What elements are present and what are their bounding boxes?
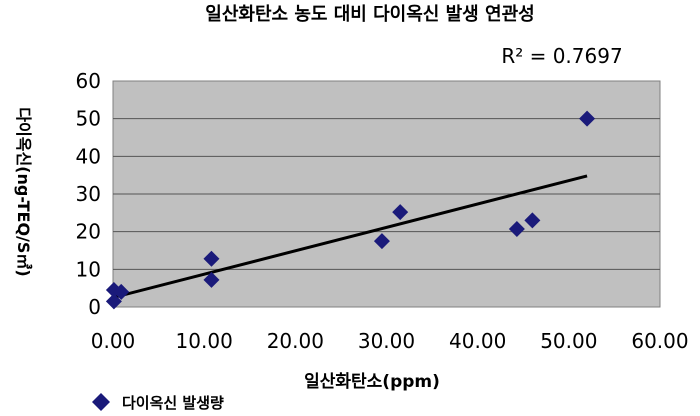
legend: 다이옥신 발생량 [92, 393, 224, 412]
data-point-9 [579, 110, 596, 127]
y-tick-label: 20 [76, 220, 101, 244]
y-tick-label: 60 [76, 69, 101, 93]
data-point-6 [392, 204, 409, 221]
x-tick-label: 20.00 [267, 329, 324, 353]
data-point-8 [524, 212, 541, 229]
y-axis-ticks: 0 10 20 30 40 50 60 [76, 69, 101, 319]
y-tick-label: 50 [76, 107, 101, 131]
x-axis-label: 일산화탄소(ppm) [304, 372, 440, 392]
x-tick-label: 30.00 [358, 329, 415, 353]
data-point-7 [508, 221, 525, 238]
y-tick-label: 30 [76, 182, 101, 206]
trendline [112, 174, 588, 300]
x-tick-label: 60.00 [631, 329, 688, 353]
x-tick-label: 40.00 [449, 329, 506, 353]
data-point-3 [203, 250, 220, 267]
gridlines [113, 118, 660, 270]
x-tick-label: 50.00 [540, 329, 597, 353]
data-point-0 [105, 293, 122, 310]
data-point-2 [113, 283, 130, 300]
y-axis-label: 다이옥신(ng-TEQ/S㎥) [14, 107, 33, 276]
data-point-4 [203, 271, 220, 288]
r-squared-label: R² = 0.7697 [501, 44, 622, 68]
x-tick-label: 10.00 [176, 329, 233, 353]
legend-label: 다이옥신 발생량 [122, 394, 224, 412]
chart-title: 일산화탄소 농도 대비 다이옥신 발생 연관성 [205, 4, 534, 25]
y-tick-label: 40 [76, 144, 101, 168]
x-tick-label: 0.00 [91, 329, 136, 353]
x-axis-ticks: 0.00 10.00 20.00 30.00 40.00 50.00 60.00 [91, 329, 689, 353]
y-tick-label: 0 [88, 295, 101, 319]
data-point-5 [373, 233, 390, 250]
data-points [105, 110, 596, 310]
legend-marker-diamond [92, 393, 110, 411]
y-tick-label: 10 [76, 257, 101, 281]
